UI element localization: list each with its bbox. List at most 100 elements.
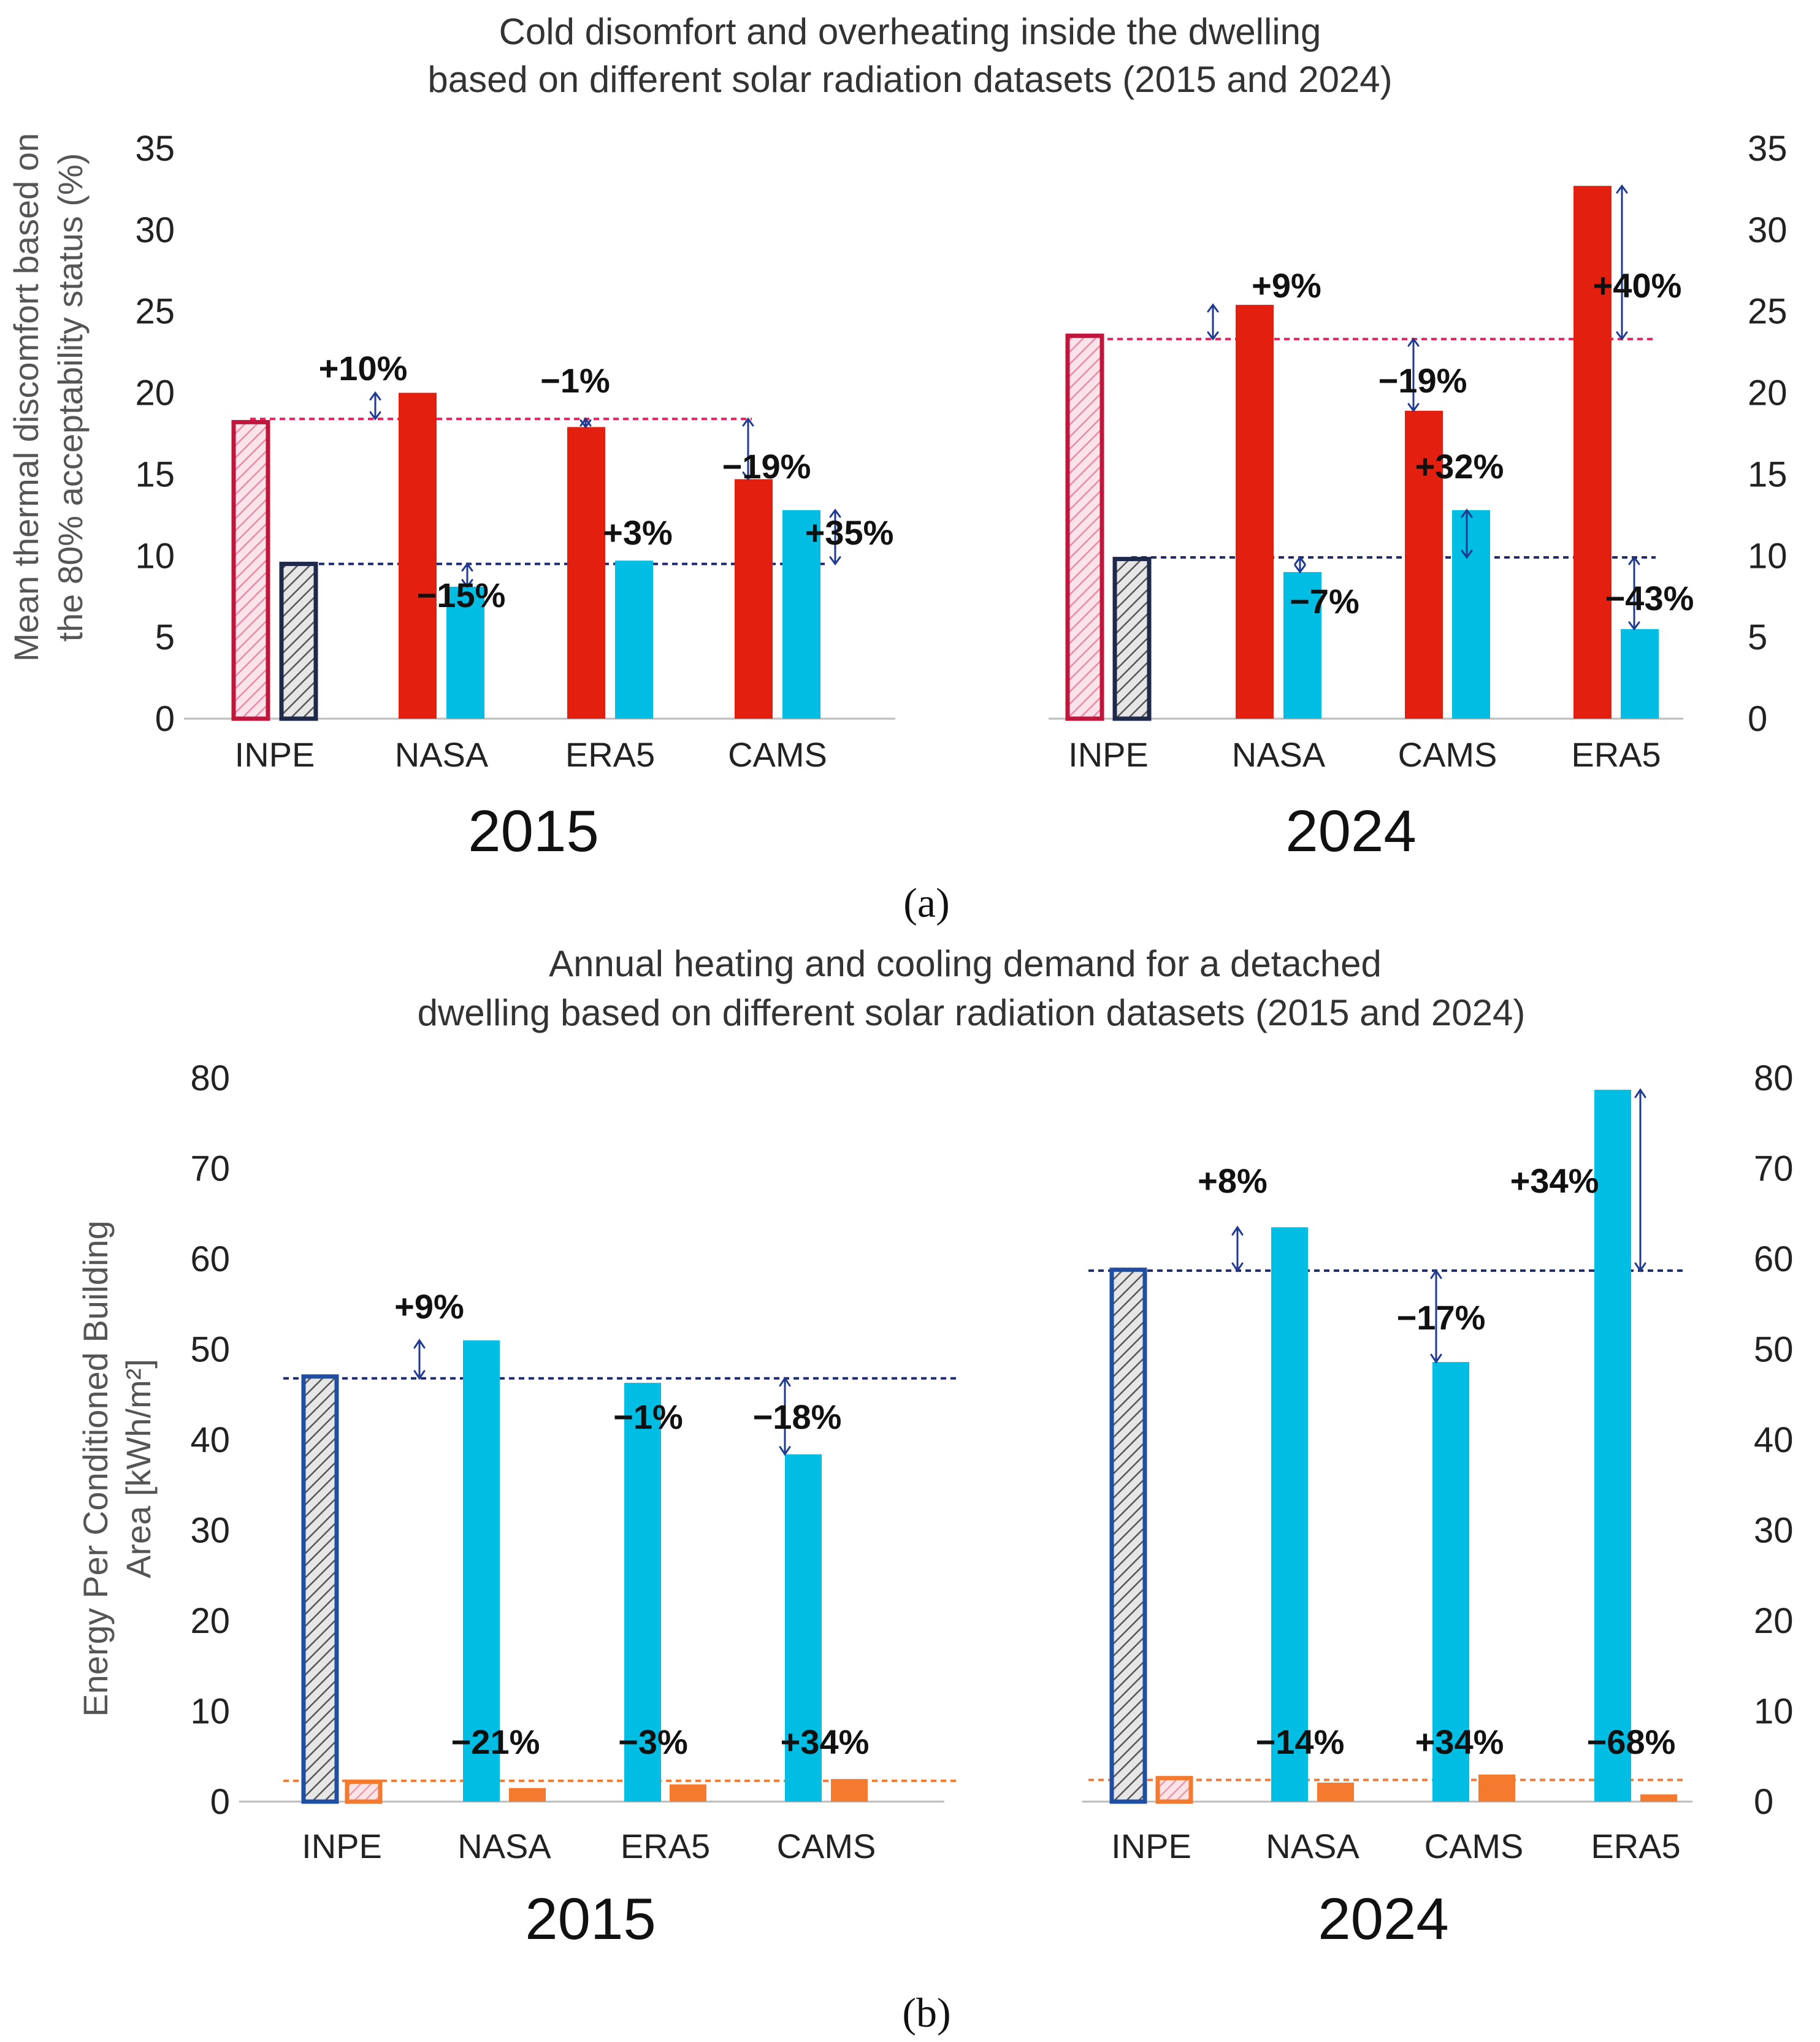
y-tick-right-7: 35 [1748, 129, 1788, 169]
annotation-2015-nasa-0-label: +9% [394, 1287, 464, 1326]
annotation-2015-nasa-0-arrow-head-top [413, 1339, 426, 1349]
chart-a-title-line-1: Cold disomfort and overheating inside th… [499, 11, 1321, 52]
annotation-2024-era5-0-arrow-head-top [1616, 184, 1628, 194]
chart-b-left-axis: 0 10 20 30 40 50 60 70 80 [190, 1058, 230, 1822]
bar-2024-era5-heating [1640, 1794, 1677, 1802]
category-label-2015-nasa: NASA [395, 735, 489, 774]
annotation-2024-nasa-0-arrow-head-top [1207, 303, 1219, 313]
bar-2015-cams-cold-discomfort [782, 510, 820, 719]
annotation-2024-cams-1-label: +34% [1415, 1723, 1504, 1761]
annotation-2015-nasa-1-arrow-head-top [461, 562, 473, 572]
bar-2015-cams-cooling [785, 1454, 822, 1802]
chart-a-year-2015: 2015 [468, 798, 599, 864]
bar-2024-era5-overheating [1573, 186, 1612, 719]
chart-a-ylabel-line-2: the 80% acceptability status (%) [51, 153, 90, 642]
category-label-2024-era5: ERA5 [1571, 735, 1661, 774]
bar-2015-cams-overheating [735, 479, 773, 719]
y-tick-left-0: 0 [155, 699, 175, 739]
annotation-2015-cams-1-arrow-head-bottom [829, 556, 841, 566]
y-tick-right-0: 0 [1754, 1782, 1773, 1822]
bar-2024-inpe-overheating [1065, 334, 1104, 721]
annotation-2024-cams-0-label: −17% [1397, 1298, 1486, 1337]
annotation-2024-cams-0-arrow-head-bottom [1430, 1353, 1442, 1364]
chart-b-right-axis: 0 10 20 30 40 50 60 70 80 [1754, 1058, 1794, 1822]
annotation-2024-era5-1-arrow-head-bottom [1628, 621, 1640, 631]
category-label-2024-cams: CAMS [1424, 1827, 1524, 1865]
annotation-2024-cams-0-arrow-head-top [1430, 1269, 1442, 1279]
chart-b-ylabel-line-1: Energy Per Conditioned Building [76, 1220, 115, 1716]
category-label-2024-nasa: NASA [1266, 1827, 1359, 1865]
y-tick-right-6: 60 [1754, 1239, 1794, 1279]
bar-2024-inpe-cold-discomfort [1112, 557, 1152, 721]
y-tick-left-3: 30 [190, 1511, 230, 1551]
chart-a-marks: INPE NASA ERA5 CAMS +10% −15% −1% +3% −19% +35% IN… [231, 184, 1694, 774]
bar-2015-era5-heating [670, 1784, 706, 1802]
annotation-2015-nasa-0-arrow-head-bottom [413, 1370, 426, 1380]
y-tick-left-7: 35 [135, 129, 175, 169]
category-label-2015-era5: ERA5 [621, 1827, 710, 1865]
y-tick-right-7: 70 [1754, 1149, 1794, 1189]
category-label-2024-era5: ERA5 [1591, 1827, 1680, 1865]
category-label-2015-cams: CAMS [728, 735, 827, 774]
annotation-2015-era5-0-arrow-head-bottom [579, 419, 592, 429]
category-label-2015-nasa: NASA [457, 1827, 551, 1865]
chart-a-left-axis: 0 5 10 15 20 25 30 35 [135, 129, 175, 739]
chart-b-title-line-1: Annual heating and cooling demand for a … [549, 943, 1382, 984]
y-tick-right-1: 10 [1754, 1692, 1794, 1732]
panel-label-a: (a) [903, 879, 949, 926]
panel-label-b: (b) [902, 1989, 950, 2036]
y-tick-right-6: 30 [1748, 210, 1788, 250]
annotation-2024-era5-1-label: −43% [1605, 579, 1694, 618]
annotation-2015-cams-1-arrow-head-top [829, 508, 841, 518]
annotation-2015-nasa-1-arrow-head-bottom [461, 579, 473, 589]
annotation-2015-nasa-0-arrow-head-bottom [369, 411, 381, 421]
bar-2024-nasa-heating [1317, 1783, 1354, 1802]
bar-2015-inpe-heating [345, 1780, 383, 1804]
category-label-2015-inpe: INPE [302, 1827, 382, 1865]
category-label-2015-cams: CAMS [777, 1827, 876, 1865]
bar-2015-cams-heating [831, 1779, 868, 1802]
annotation-2015-cams-0-arrow-head-top [779, 1376, 791, 1387]
annotation-2024-cams-1-label: +32% [1415, 447, 1504, 486]
annotation-2024-era5-1-label: −68% [1587, 1723, 1676, 1761]
bar-2024-inpe-cooling [1109, 1268, 1147, 1804]
y-tick-right-2: 10 [1748, 536, 1788, 576]
annotation-2015-era5-1-label: +3% [603, 513, 673, 552]
y-tick-right-5: 50 [1754, 1330, 1794, 1370]
annotation-2015-nasa-1-label: −15% [417, 576, 506, 614]
category-label-2024-inpe: INPE [1068, 735, 1149, 774]
annotation-2015-cams-0-arrow-head-bottom [742, 471, 754, 481]
annotation-2024-nasa-0-label: +9% [1252, 266, 1321, 305]
annotation-2015-cams-0-label: −19% [722, 447, 811, 486]
y-tick-left-4: 40 [190, 1420, 230, 1460]
annotation-2024-nasa-0-arrow-head-bottom [1207, 331, 1219, 341]
bar-2024-cams-cold-discomfort [1452, 510, 1490, 719]
annotation-2024-era5-0-label: +34% [1510, 1161, 1599, 1200]
bar-2024-nasa-cold-discomfort [1283, 572, 1321, 719]
y-tick-right-4: 40 [1754, 1420, 1794, 1460]
bar-2024-cams-overheating [1405, 410, 1443, 719]
y-tick-right-5: 25 [1748, 292, 1788, 332]
y-tick-right-1: 5 [1748, 618, 1767, 657]
annotation-2024-cams-0-arrow-head-bottom [1407, 403, 1420, 413]
annotation-2024-nasa-1-label: −7% [1290, 582, 1359, 621]
bar-2015-inpe-cooling [301, 1374, 339, 1804]
bar-2024-cams-cooling [1432, 1362, 1469, 1802]
category-label-2015-inpe: INPE [235, 735, 315, 774]
annotation-2015-nasa-0-arrow-head-top [369, 391, 381, 401]
bar-2024-era5-cooling [1594, 1090, 1631, 1802]
annotation-2024-cams-0-arrow-head-top [1407, 337, 1420, 347]
bar-2024-nasa-overheating [1236, 305, 1274, 719]
annotation-2015-cams-1-label: +35% [805, 513, 894, 552]
y-tick-left-6: 30 [135, 210, 175, 250]
annotation-2015-cams-1-label: +34% [781, 1723, 870, 1761]
chart-a-year-2024: 2024 [1285, 798, 1417, 864]
y-tick-left-5: 50 [190, 1330, 230, 1370]
annotation-2015-cams-0-label: −18% [753, 1398, 842, 1436]
chart-b-ylabel-line-2: Area [kWh/m²] [119, 1359, 158, 1578]
bar-2015-era5-cooling [624, 1383, 661, 1802]
bar-2015-nasa-cooling [463, 1340, 500, 1802]
bar-2015-inpe-cold-discomfort [279, 562, 318, 721]
bar-2024-era5-cold-discomfort [1621, 629, 1659, 719]
annotation-2024-era5-0-arrow-head-bottom [1616, 331, 1628, 341]
